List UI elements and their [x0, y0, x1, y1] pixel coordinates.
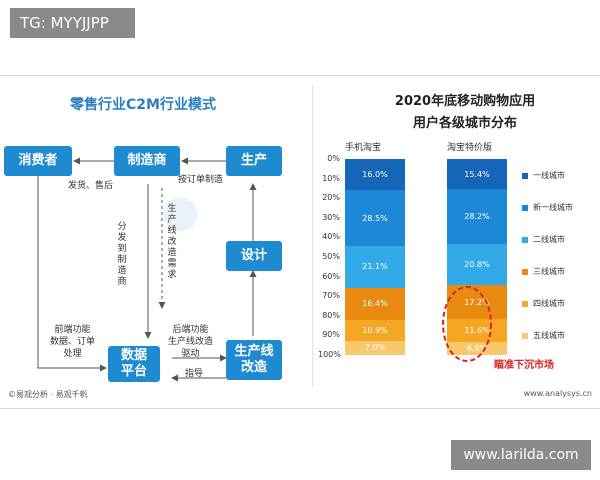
y-tick-label: 90% — [322, 330, 340, 340]
label-demand: 生产线改造需求 — [167, 204, 177, 280]
label-order-manufacture: 按订单制造 — [178, 175, 224, 185]
y-tick-label: 50% — [322, 252, 340, 261]
data-label: 17.2% — [464, 297, 490, 307]
y-tick-label: 70% — [322, 291, 340, 301]
design-box: 设计 — [226, 241, 282, 271]
y-tick-label: 0% — [327, 154, 340, 163]
label-back-end: 后端功能 生产线改造 驱动 — [168, 325, 214, 359]
category-label-0: 手机淘宝 — [345, 143, 382, 153]
y-tick-label: 30% — [322, 212, 340, 222]
bar-segment: 28.5% — [345, 190, 405, 247]
legend-swatch — [522, 172, 528, 179]
legend-item: 四线城市 — [522, 298, 565, 309]
legend-swatch — [522, 300, 528, 307]
top-watermark: TG: MYYJJPP — [10, 8, 135, 38]
chart-subtitle: 用户各级城市分布 — [412, 116, 517, 131]
callout-text: 瞄准下沉市场 — [494, 360, 554, 371]
label-distribute: 分发到制造商 — [117, 222, 127, 287]
data-label: 16.0% — [362, 170, 388, 180]
legend-label: 四线城市 — [533, 299, 565, 308]
bar-segment: 10.9% — [345, 319, 405, 342]
legend-item: 一线城市 — [522, 170, 565, 181]
bar-segment: 20.8% — [447, 244, 507, 286]
y-tick-label: 100% — [318, 350, 341, 359]
consumer-box: 消费者 — [4, 146, 72, 176]
legend-label: 新一线城市 — [533, 203, 573, 212]
production-line-box: 生产线 改造 — [226, 340, 282, 380]
data-label: 28.2% — [464, 212, 490, 222]
bottom-watermark: www.larilda.com — [451, 440, 591, 470]
legend-swatch — [522, 236, 528, 243]
bar-segment: 15.4% — [447, 159, 507, 190]
data-platform-box: 数据 平台 — [108, 346, 160, 382]
legend-item: 二线城市 — [522, 234, 565, 245]
legend-swatch — [522, 204, 528, 211]
legend-item: 新一线城市 — [522, 202, 573, 213]
legend-label: 三线城市 — [533, 267, 565, 276]
label-ship-after-sales: 发货、售后 — [68, 181, 114, 191]
bar-segment: 11.6% — [447, 318, 507, 342]
source-note: ©易观分析 · 易观千帆 — [8, 390, 88, 399]
legend-label: 五线城市 — [533, 331, 565, 340]
data-label: 21.1% — [362, 262, 388, 272]
bar-segment: 7.0% — [345, 341, 405, 355]
legend-label: 一线城市 — [533, 171, 565, 180]
category-label-1: 淘宝特价版 — [447, 143, 493, 153]
label-front-end: 前端功能 数据、订单 处理 — [50, 325, 96, 359]
diagram-title: 零售行业C2M行业模式 — [70, 97, 216, 113]
y-tick-label: 10% — [322, 173, 340, 183]
data-label: 15.4% — [464, 169, 490, 179]
data-label: 7.0% — [364, 343, 386, 353]
legend-item: 三线城市 — [522, 266, 565, 277]
data-label: 20.8% — [464, 260, 490, 270]
data-label: 16.4% — [362, 299, 388, 309]
legend-label: 二线城市 — [533, 235, 565, 244]
y-tick-label: 40% — [322, 232, 340, 242]
data-label: 28.5% — [362, 213, 388, 223]
arrow-consumer-dataplatform — [37, 176, 107, 372]
flow-arrows — [37, 157, 257, 382]
divider — [312, 86, 313, 386]
bar-segment: 16.4% — [345, 287, 405, 320]
highlight-ellipse — [442, 286, 492, 362]
data-label: 11.6% — [464, 325, 490, 335]
data-label: 10.9% — [362, 325, 388, 335]
y-tick-label: 60% — [322, 271, 340, 281]
label-guide: 指导 — [185, 369, 204, 379]
y-tick-label: 80% — [322, 310, 340, 320]
bar-segment: 21.1% — [345, 246, 405, 288]
manufacturer-box: 制造商 — [114, 146, 180, 176]
y-tick-label: 20% — [322, 193, 340, 203]
infographic-card: ● 零售行业C2M行业模式 消费者 — [0, 75, 600, 409]
bar-segment: 16.0% — [345, 159, 405, 191]
legend-item: 五线城市 — [522, 330, 565, 341]
bar-segment: 6.9% — [447, 341, 507, 356]
website-note: www.analysys.cn — [523, 389, 592, 398]
production-box: 生产 — [226, 146, 282, 176]
bar-segment: 28.2% — [447, 189, 507, 245]
legend-swatch — [522, 332, 528, 339]
data-label: 6.9% — [466, 343, 488, 353]
chart-title: 2020年底移动购物应用 — [394, 94, 536, 109]
legend-swatch — [522, 268, 528, 275]
